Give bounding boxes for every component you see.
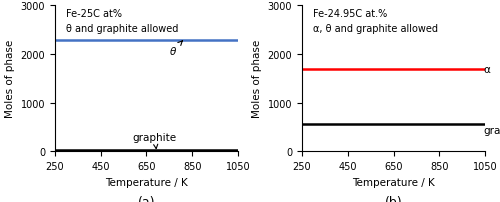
X-axis label: Temperature / K: Temperature / K — [105, 177, 188, 187]
Text: (b): (b) — [384, 195, 402, 202]
Y-axis label: Moles of phase: Moles of phase — [5, 40, 15, 118]
Text: $\theta$: $\theta$ — [170, 42, 182, 57]
Text: Fe-25C at%: Fe-25C at% — [66, 9, 122, 19]
Text: graphite: graphite — [484, 126, 500, 136]
Text: graphite: graphite — [133, 133, 177, 149]
Text: Fe-24.95C at.%: Fe-24.95C at.% — [313, 9, 387, 19]
Y-axis label: Moles of phase: Moles of phase — [252, 40, 262, 118]
Text: (a): (a) — [138, 195, 155, 202]
X-axis label: Temperature / K: Temperature / K — [352, 177, 435, 187]
Text: α: α — [484, 65, 490, 75]
Text: θ and graphite allowed: θ and graphite allowed — [66, 23, 178, 34]
Text: α, θ and graphite allowed: α, θ and graphite allowed — [313, 23, 438, 34]
